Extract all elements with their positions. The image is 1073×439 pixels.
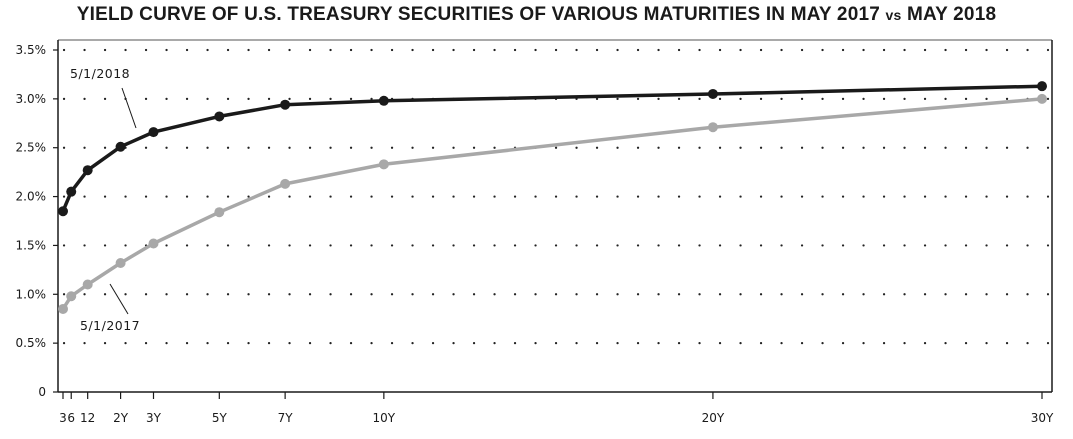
x-tick-label: 30Y	[1031, 411, 1054, 425]
data-point	[707, 88, 718, 99]
data-point	[378, 95, 389, 106]
x-tick-label: 2Y	[113, 411, 129, 425]
data-point	[214, 207, 225, 218]
y-tick-label: 3.0%	[16, 92, 47, 106]
annotation-leader-2018	[121, 87, 137, 129]
y-tick-label: 0	[38, 385, 46, 399]
x-tick-label: 3	[59, 411, 67, 425]
data-point	[66, 186, 77, 197]
y-tick-label: 2.0%	[16, 190, 47, 204]
y-tick-label: 1.5%	[16, 238, 47, 252]
data-point	[378, 159, 389, 170]
data-point	[280, 99, 291, 110]
y-tick-label: 2.5%	[16, 141, 47, 155]
data-point	[1037, 93, 1047, 104]
data-point	[707, 122, 718, 133]
data-point	[280, 178, 291, 189]
data-point	[214, 111, 225, 122]
data-point	[1037, 81, 1047, 92]
series-label-2017: 5/1/2017	[80, 318, 140, 333]
data-point	[82, 165, 93, 176]
data-point	[82, 279, 93, 290]
y-tick-label: 0.5%	[16, 336, 47, 350]
x-tick-label: 10Y	[373, 411, 396, 425]
y-tick-label: 1.0%	[16, 287, 47, 301]
series-line	[61, 97, 1043, 310]
chart-title: YIELD CURVE OF U.S. TREASURY SECURITIES …	[76, 4, 997, 25]
x-tick-label: 5Y	[212, 411, 228, 425]
x-tick-label: 12	[80, 411, 95, 425]
series-label-2018: 5/1/2018	[70, 66, 130, 81]
x-tick-label: 6	[67, 411, 75, 425]
data-point	[115, 258, 126, 269]
x-tick-label: 20Y	[702, 411, 725, 425]
data-point	[66, 291, 77, 302]
annotation-leader-2017	[109, 283, 129, 315]
data-point	[148, 238, 159, 249]
data-point	[148, 127, 159, 138]
data-point	[58, 303, 68, 314]
x-tick-label: 3Y	[146, 411, 162, 425]
series-line	[61, 84, 1043, 212]
data-point	[115, 141, 126, 152]
data-point	[58, 206, 68, 217]
y-tick-label: 3.5%	[16, 43, 47, 57]
x-tick-label: 7Y	[278, 411, 294, 425]
